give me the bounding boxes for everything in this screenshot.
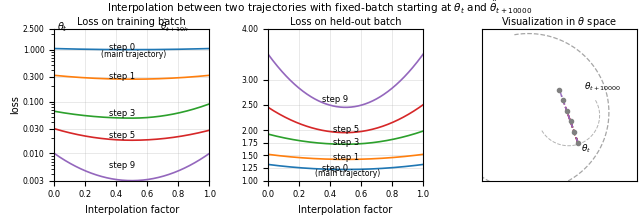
Text: step 9: step 9 [109,161,135,169]
Text: step 1: step 1 [109,72,135,81]
Title: Loss on held-out batch: Loss on held-out batch [290,17,401,27]
Text: $\theta_{t+10000}$: $\theta_{t+10000}$ [584,81,621,93]
Text: $\hat{\theta}_{t+10k}$: $\hat{\theta}_{t+10k}$ [160,18,189,34]
Text: step 0: step 0 [323,164,349,173]
Text: (main trajectory): (main trajectory) [101,50,166,59]
Text: step 1: step 1 [333,153,359,162]
Text: step 3: step 3 [109,109,135,118]
Text: step 9: step 9 [323,95,349,104]
Title: Visualization in $\theta$ space: Visualization in $\theta$ space [501,15,618,29]
Y-axis label: loss: loss [10,95,20,114]
Text: $\theta_t$: $\theta_t$ [581,143,591,155]
X-axis label: Interpolation factor: Interpolation factor [298,205,393,215]
Text: Interpolation between two trajectories with fixed-batch starting at $\theta_t$ a: Interpolation between two trajectories w… [108,0,532,16]
Title: Loss on training batch: Loss on training batch [77,17,186,27]
Text: step 5: step 5 [333,125,359,134]
Text: $\theta_t$: $\theta_t$ [58,20,68,34]
X-axis label: Interpolation factor: Interpolation factor [84,205,179,215]
Text: step 3: step 3 [333,138,360,147]
Text: (main trajectory): (main trajectory) [315,169,380,178]
Text: step 0: step 0 [109,43,135,52]
Text: step 5: step 5 [109,131,135,140]
